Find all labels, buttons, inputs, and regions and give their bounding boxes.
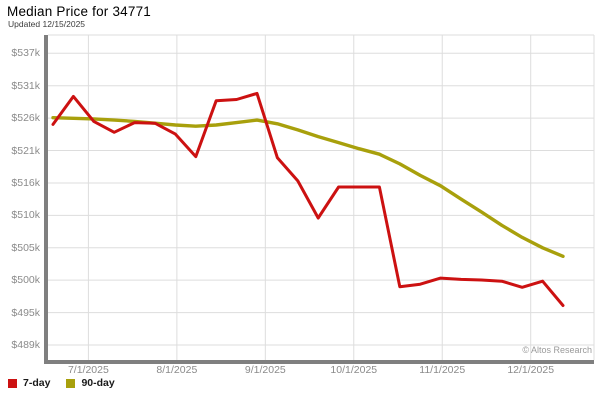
y-axis-tick-label: $489k — [11, 338, 40, 351]
chart-title: Median Price for 34771 — [7, 4, 151, 19]
x-axis-tick-label: 11/1/2025 — [419, 364, 466, 376]
legend-label: 7-day — [23, 377, 51, 389]
y-axis-tick-label: $505k — [11, 241, 40, 254]
y-axis-tick-label: $537k — [11, 47, 40, 60]
legend-item-90-day[interactable]: 90-day — [66, 377, 115, 389]
x-axis-tick-label: 12/1/2025 — [507, 364, 555, 376]
x-axis-tick-label: 10/1/2025 — [330, 364, 378, 376]
legend-swatch-90-day-icon — [66, 378, 76, 388]
legend-swatch-7-day-icon — [8, 378, 17, 388]
y-axis-tick-label: $521k — [11, 144, 40, 157]
y-axis-tick-label: $510k — [11, 209, 40, 222]
chart-subtitle: Updated 12/15/2025 — [8, 19, 86, 29]
y-axis-tick-label: $531k — [11, 79, 40, 92]
chart-legend: 7-day 90-day — [8, 377, 115, 389]
series-line-90-day — [51, 115, 565, 258]
x-axis-tick-label: 9/1/2025 — [244, 364, 286, 376]
legend-item-7-day[interactable]: 7-day — [8, 377, 50, 389]
y-axis-tick-label: $526k — [11, 112, 40, 125]
x-axis-tick-label: 8/1/2025 — [156, 364, 198, 376]
y-axis-tick-label: $500k — [11, 274, 40, 287]
series-line-7-day — [51, 91, 565, 307]
y-axis-tick-label: $516k — [11, 176, 40, 189]
x-axis-tick-label: 7/1/2025 — [67, 364, 109, 376]
legend-label: 90-day — [81, 377, 115, 389]
altos-research-watermark: © Altos Research — [522, 345, 592, 355]
y-axis-tick-label: $495k — [11, 306, 40, 319]
